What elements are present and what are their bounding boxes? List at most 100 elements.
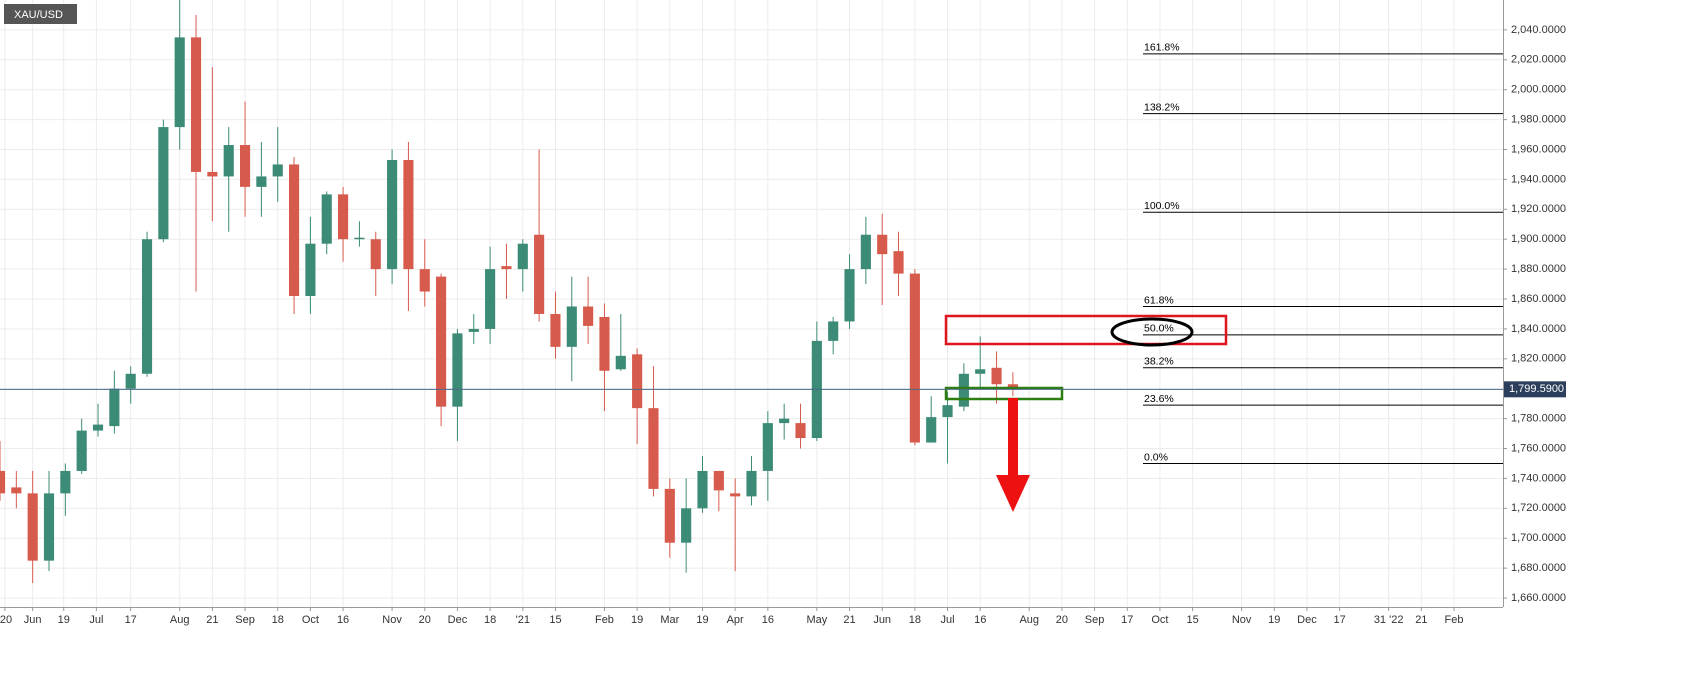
candle-body (566, 306, 577, 347)
candle-body (27, 493, 38, 561)
y-tick-label: 1,720.0000 (1511, 502, 1566, 514)
fib-label: 61.8% (1144, 294, 1174, 306)
candle-body (893, 251, 904, 274)
y-tick-label: 2,020.0000 (1511, 54, 1566, 66)
x-tick-label: May (806, 614, 827, 626)
x-tick-label: Jun (873, 614, 891, 626)
candle-body (713, 470, 724, 491)
x-tick-label: Sep (235, 614, 255, 626)
candle-body (664, 488, 675, 543)
x-tick-label: 17 (125, 614, 137, 626)
candle-body (517, 243, 528, 270)
candle-body (746, 470, 757, 497)
x-tick-label: 15 (549, 614, 561, 626)
candle-body (76, 430, 87, 471)
support-box (944, 386, 1064, 401)
fib-label: 161.8% (1144, 42, 1180, 54)
x-tick-label: Aug (170, 614, 190, 626)
y-tick-label: 1,980.0000 (1511, 114, 1566, 126)
candle-body (615, 355, 626, 370)
candle-body (975, 369, 986, 374)
candle-body (762, 423, 773, 471)
y-tick-label: 1,940.0000 (1511, 173, 1566, 185)
x-tick-label: 15 (1186, 614, 1198, 626)
x-tick-label: 20 (1056, 614, 1068, 626)
candle-body (958, 373, 969, 407)
y-tick-label: 1,920.0000 (1511, 203, 1566, 215)
candle-body (844, 269, 855, 322)
candle-body (534, 234, 545, 314)
arrow-shaft (1008, 398, 1018, 476)
x-tick-label: Jun (24, 614, 42, 626)
x-tick-label: Dec (1297, 614, 1317, 626)
candle-body (681, 508, 692, 543)
x-tick-label: '20 (0, 614, 12, 626)
candle-body (779, 418, 790, 424)
candle-body (223, 145, 234, 177)
candle-body (43, 493, 55, 561)
x-tick-label: Apr (727, 614, 744, 626)
y-tick-label: 1,820.0000 (1511, 353, 1566, 365)
candle-body (599, 316, 610, 371)
y-tick-label: 1,880.0000 (1511, 263, 1566, 275)
candle-body (174, 37, 185, 128)
candle-body (338, 194, 349, 240)
x-tick-label: '21 (516, 614, 530, 626)
resistance-box (944, 314, 1228, 346)
candle-body (321, 194, 332, 244)
fib-label: 23.6% (1144, 393, 1174, 405)
candle-body (452, 333, 463, 407)
candle-body (501, 266, 512, 270)
candle-body (158, 127, 169, 240)
candle-body (436, 276, 447, 407)
x-tick-label: 17 (1334, 614, 1346, 626)
y-tick-label: 1,760.0000 (1511, 442, 1566, 454)
x-tick-label: Aug (1019, 614, 1039, 626)
fib-label: 50.0% (1144, 323, 1174, 335)
candle-body (207, 171, 218, 177)
grid (0, 0, 1503, 607)
x-tick-label: Mar (660, 614, 679, 626)
current-price-label: 1,799.5900 (1509, 383, 1564, 395)
fib-label: 138.2% (1144, 101, 1180, 113)
x-tick-label: 21 (1415, 614, 1427, 626)
x-tick-label: Oct (1151, 614, 1168, 626)
y-tick-label: 1,740.0000 (1511, 472, 1566, 484)
x-tick-label: Jul (941, 614, 955, 626)
x-tick-label: Oct (302, 614, 319, 626)
x-tick-label: 16 (337, 614, 349, 626)
candle-body (942, 405, 953, 418)
y-tick-label: 1,860.0000 (1511, 293, 1566, 305)
candle-body (550, 313, 561, 347)
fib-label: 0.0% (1144, 451, 1168, 463)
candle-body (828, 321, 839, 341)
candle-body (730, 493, 741, 497)
candle-body (697, 470, 708, 509)
current-price-box (1504, 381, 1566, 398)
x-tick-label: 17 (1121, 614, 1133, 626)
x-tick-label: 18 (909, 614, 921, 626)
fib-levels: 161.8% 138.2% 100.0% 61.8% 50.0% 38.2% 23.6% 0.… (1143, 42, 1503, 464)
candle-body (60, 470, 71, 494)
y-tick-label: 2,040.0000 (1511, 24, 1566, 36)
candle-body (991, 367, 1002, 385)
x-tick-label: 18 (272, 614, 284, 626)
candle-body (632, 354, 643, 409)
x-tick-label: Dec (448, 614, 468, 626)
candle-body (403, 159, 414, 270)
candle-body (860, 234, 871, 270)
x-tick-label: 21 (843, 614, 855, 626)
y-tick-label: 1,840.0000 (1511, 323, 1566, 335)
x-tick-label: Sep (1085, 614, 1105, 626)
x-tick-label: Feb (595, 614, 614, 626)
candle-body (109, 388, 120, 427)
candle-body (305, 243, 316, 297)
x-tick-label: 19 (631, 614, 643, 626)
candle-body (11, 487, 22, 494)
candle-body (419, 269, 430, 292)
symbol-title: XAU/USD (14, 9, 63, 21)
candle-body (289, 164, 300, 297)
fib-label: 100.0% (1144, 200, 1180, 212)
